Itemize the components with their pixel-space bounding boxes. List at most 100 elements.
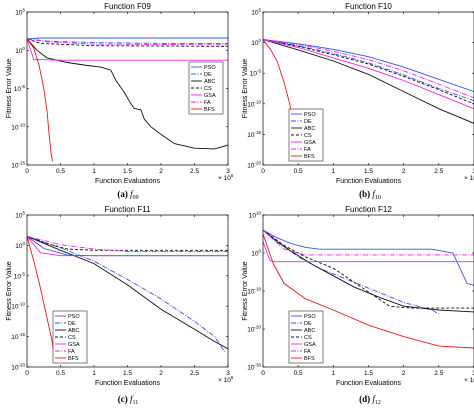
caption-function: f <box>130 189 134 199</box>
y-tick-exponent: -10 <box>18 302 25 307</box>
series-line-fa <box>27 38 228 46</box>
y-tick-base: 10 <box>247 101 255 108</box>
x-tick-label: 2 <box>159 168 163 175</box>
x-tick-label: 1 <box>332 168 336 175</box>
y-tick-exponent: 10 <box>256 211 262 216</box>
y-tick-label: 10-15 <box>11 332 25 341</box>
y-axis-label: Fitness Error Value <box>6 261 13 320</box>
x-tick-label: 2 <box>159 370 163 377</box>
y-tick-label: 105 <box>15 211 25 220</box>
panel-caption: (a) f09 <box>117 189 138 201</box>
x-tick-label: 3 <box>472 370 474 377</box>
legend-label: BFS <box>304 154 315 160</box>
x-tick-label: 1.5 <box>123 370 132 377</box>
series-line-cs <box>263 229 474 309</box>
y-tick-exponent: -5 <box>21 84 25 89</box>
y-tick-exponent: -15 <box>254 130 261 135</box>
y-tick-label: 10-30 <box>247 363 261 372</box>
series-line-gsa <box>263 39 474 110</box>
legend-label: ABC <box>204 79 215 85</box>
series-line-gsa <box>27 38 228 61</box>
legend-label: BFS <box>304 356 315 362</box>
y-tick-label: 100 <box>251 38 261 47</box>
y-axis-label: Fitness Error Value <box>6 59 13 118</box>
caption-letter: (a) <box>117 189 130 199</box>
legend-label: PSO <box>304 314 316 320</box>
y-tick-exponent: -15 <box>18 332 25 337</box>
y-tick-base: 10 <box>11 124 19 131</box>
y-tick-label: 10-10 <box>247 99 261 108</box>
legend-box <box>188 61 224 115</box>
y-tick-base: 10 <box>11 365 19 372</box>
y-tick-label: 10-20 <box>247 161 261 170</box>
x-axis-label: Function Evaluations <box>95 178 160 185</box>
y-tick-exponent: 5 <box>258 8 261 13</box>
y-tick-label: 10-20 <box>11 363 25 372</box>
legend-label: FA <box>304 349 311 355</box>
plot-frame <box>26 11 229 166</box>
caption-letter: (c) <box>118 394 130 404</box>
y-tick-label: 100 <box>15 46 25 55</box>
legend-label: GSA <box>304 140 316 146</box>
y-tick-base: 10 <box>251 10 259 17</box>
y-tick-exponent: -15 <box>18 161 25 166</box>
caption-function: f <box>372 394 376 404</box>
series-group <box>263 39 474 147</box>
x-multiplier: × 105 <box>464 173 474 182</box>
legend-label: ABC <box>304 126 315 132</box>
legend-label: BFS <box>204 107 215 113</box>
caption-function: f <box>130 394 134 404</box>
panel-caption: (d) f12 <box>359 394 381 406</box>
caption-subscript: 09 <box>133 195 139 201</box>
y-tick-label: 1010 <box>249 211 262 220</box>
series-line-gsa <box>27 236 228 257</box>
chart-title: Function F12 <box>345 205 392 214</box>
x-tick-label: 1.5 <box>364 370 373 377</box>
x-axis-label: Function Evaluations <box>336 178 401 185</box>
y-tick-exponent: -10 <box>254 99 261 104</box>
legend-label: CS <box>68 335 76 341</box>
caption-subscript: 12 <box>375 400 381 406</box>
series-group <box>27 37 228 162</box>
y-axis-label: Fitness Error Value <box>242 261 249 320</box>
y-tick-label: 100 <box>15 241 25 250</box>
y-tick-label: 10-10 <box>11 122 25 131</box>
x-tick-label: 3 <box>226 168 230 175</box>
x-multiplier: × 105 <box>218 375 234 384</box>
y-tick-label: 105 <box>15 8 25 17</box>
series-line-gsa <box>263 241 474 263</box>
y-tick-base: 10 <box>247 289 255 296</box>
series-line-de <box>27 235 226 353</box>
panel-caption: (c) f11 <box>118 394 139 406</box>
y-tick-label: 10-10 <box>247 287 261 296</box>
y-tick-base: 10 <box>15 243 23 250</box>
x-tick-label: 3 <box>472 168 474 175</box>
x-tick-label: 1 <box>92 370 96 377</box>
x-tick-label: 2 <box>402 168 406 175</box>
series-line-de <box>263 39 474 102</box>
y-tick-exponent: 5 <box>22 8 25 13</box>
x-tick-label: 1.5 <box>123 168 132 175</box>
plot-frame <box>26 214 229 368</box>
y-tick-label: 10-10 <box>11 302 25 311</box>
legend-label: PSO <box>204 65 216 71</box>
series-line-pso <box>263 229 474 286</box>
y-tick-label: 10-5 <box>14 84 26 93</box>
y-tick-base: 10 <box>11 304 19 311</box>
legend-label: GSA <box>304 342 316 348</box>
caption-function: f <box>372 189 376 199</box>
series-line-de <box>27 38 228 44</box>
y-tick-label: 10-5 <box>14 271 26 280</box>
chart-title: Function F10 <box>345 2 392 11</box>
series-line-fa <box>263 229 474 256</box>
legend-label: FA <box>304 147 311 153</box>
x-tick-label: 1 <box>332 370 336 377</box>
y-tick-exponent: -5 <box>21 271 25 276</box>
series-line-pso <box>27 37 228 40</box>
series-line-abc <box>27 38 228 150</box>
y-tick-base: 10 <box>15 48 23 55</box>
